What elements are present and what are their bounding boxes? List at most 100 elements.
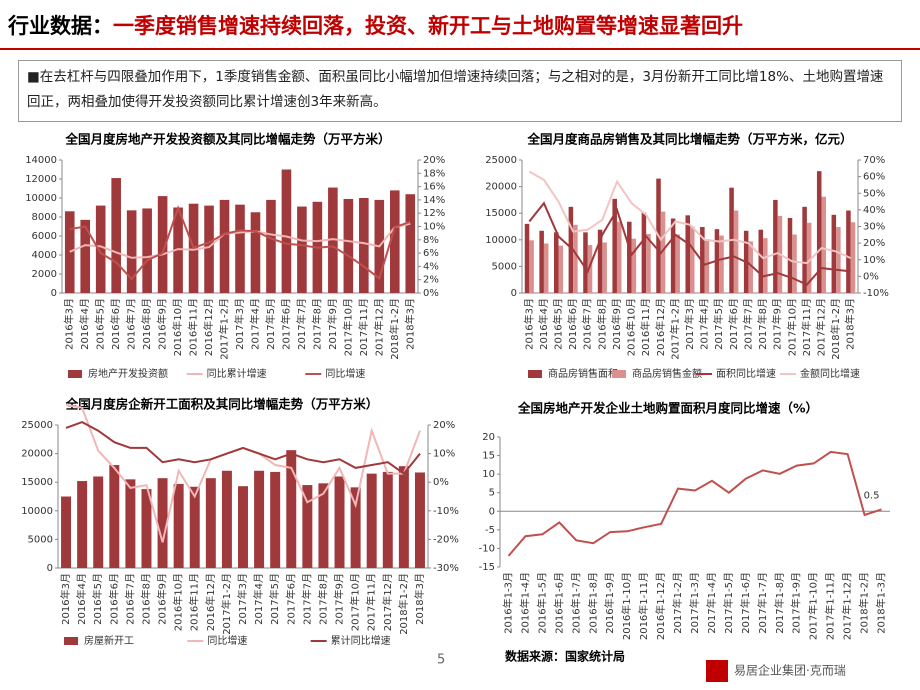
bar [763, 238, 768, 293]
bar [583, 232, 588, 293]
x-tick-label: 2016年1-4月 [518, 572, 531, 634]
x-tick-label: 2016年1-10月 [620, 572, 633, 640]
y-tick-label: 0 [47, 563, 53, 574]
y-tick-label: 25000 [485, 155, 517, 166]
legend-label: 累计同比增速 [331, 634, 391, 647]
bar [773, 199, 778, 293]
bar [254, 470, 265, 568]
x-tick-label: 2017年1-8月 [773, 572, 786, 634]
x-tick-label: 2018年1-2月 [397, 573, 410, 635]
logo-text: 易居企业集团·克而瑞 [734, 663, 846, 678]
y-tick-label: 0 [489, 506, 495, 517]
bar [157, 196, 168, 293]
x-tick-label: 2018年3月 [403, 298, 416, 350]
series-line [65, 421, 421, 475]
x-tick-label: 2017年1-4月 [705, 572, 718, 634]
legend-swatch [64, 637, 78, 645]
x-tick-label: 2017年3月 [236, 573, 249, 625]
chart-title: 全国月度房企新开工面积及其同比增幅走势（万平方米） [65, 397, 379, 412]
x-tick-label: 2017年7月 [300, 573, 313, 625]
x-tick-label: 2017年6月 [727, 298, 740, 350]
y2-tick-label: 70% [863, 155, 885, 166]
y2-tick-label: 10% [423, 222, 445, 233]
bar [77, 481, 88, 568]
y2-tick-label: 20% [423, 155, 445, 166]
x-tick-label: 2016年7月 [581, 298, 594, 350]
y-tick-label: 5 [489, 488, 495, 499]
y2-tick-label: 20% [433, 420, 455, 431]
bar [61, 496, 72, 568]
bar [733, 210, 739, 293]
x-tick-label: 2018年1-2月 [388, 298, 401, 360]
bar [366, 473, 377, 568]
bar [748, 241, 753, 293]
bar [173, 483, 184, 568]
x-tick-label: 2017年6月 [279, 298, 292, 350]
y2-tick-label: -10% [433, 506, 459, 517]
bar [670, 218, 676, 293]
bar [125, 479, 136, 568]
bar [235, 204, 245, 293]
bar [850, 222, 856, 293]
logo-mark [706, 660, 728, 682]
x-tick-label: 2016年4月 [75, 573, 88, 625]
y-tick-label: 20 [482, 432, 495, 443]
x-tick-label: 2017年6月 [284, 573, 297, 625]
bar [587, 245, 593, 293]
x-tick-label: 2017年4月 [248, 298, 261, 350]
y2-tick-label: 60% [863, 172, 885, 183]
x-tick-label: 2016年3月 [59, 573, 72, 625]
x-tick-label: 2017年11月 [365, 573, 378, 631]
bar [205, 478, 216, 568]
x-tick-label: 2018年3月 [413, 573, 426, 625]
bar [719, 235, 724, 293]
bar [627, 221, 632, 293]
legend-label: 商品房销售金额 [632, 367, 702, 380]
x-tick-label: 2016年11月 [187, 298, 200, 356]
x-tick-label: 2017年1-2月 [668, 298, 681, 360]
bar [558, 245, 564, 293]
bar [414, 472, 425, 568]
x-tick-label: 2016年6月 [566, 298, 579, 350]
x-tick-label: 2017年1-12月 [841, 572, 854, 640]
x-tick-label: 2017年7月 [295, 298, 308, 350]
bar [660, 211, 666, 293]
bar [281, 169, 292, 293]
bar [398, 466, 409, 568]
y-tick-label: 10000 [485, 235, 517, 246]
x-tick-label: 2017年12月 [381, 573, 394, 631]
y-tick-label: -5 [485, 525, 495, 536]
x-tick-label: 2016年1-9月 [603, 572, 616, 634]
x-tick-label: 2016年5月 [552, 298, 565, 350]
x-tick-label: 2016年10月 [172, 573, 185, 631]
y2-tick-label: 2% [423, 275, 439, 286]
bar [221, 470, 232, 568]
x-tick-label: 2016年4月 [78, 298, 91, 350]
bar [142, 208, 152, 293]
y2-tick-label: -30% [433, 563, 459, 574]
x-tick-label: 2017年8月 [316, 573, 329, 625]
bar [173, 207, 183, 293]
bar [350, 487, 361, 568]
bar [631, 238, 637, 293]
x-tick-label: 2016年12月 [654, 298, 667, 356]
x-tick-label: 2016年5月 [91, 573, 104, 625]
bar [80, 219, 91, 293]
legend-swatch [528, 370, 542, 378]
bar [816, 171, 822, 293]
bar [792, 234, 797, 293]
header-label: 行业数据： [8, 14, 113, 38]
bar [204, 205, 214, 293]
bar [806, 222, 812, 293]
y2-tick-label: 8% [423, 235, 439, 246]
bar [270, 471, 281, 568]
bar [266, 199, 276, 293]
bar [539, 230, 544, 293]
y-tick-label: 8000 [32, 212, 57, 223]
y-tick-label: 5000 [28, 534, 53, 545]
bar [238, 486, 248, 568]
legend-label: 同比增速 [325, 367, 365, 380]
x-tick-label: 2016年12月 [204, 573, 217, 631]
legend-label: 商品房销售面积 [548, 367, 618, 380]
x-tick-label: 2016年9月 [156, 298, 169, 350]
